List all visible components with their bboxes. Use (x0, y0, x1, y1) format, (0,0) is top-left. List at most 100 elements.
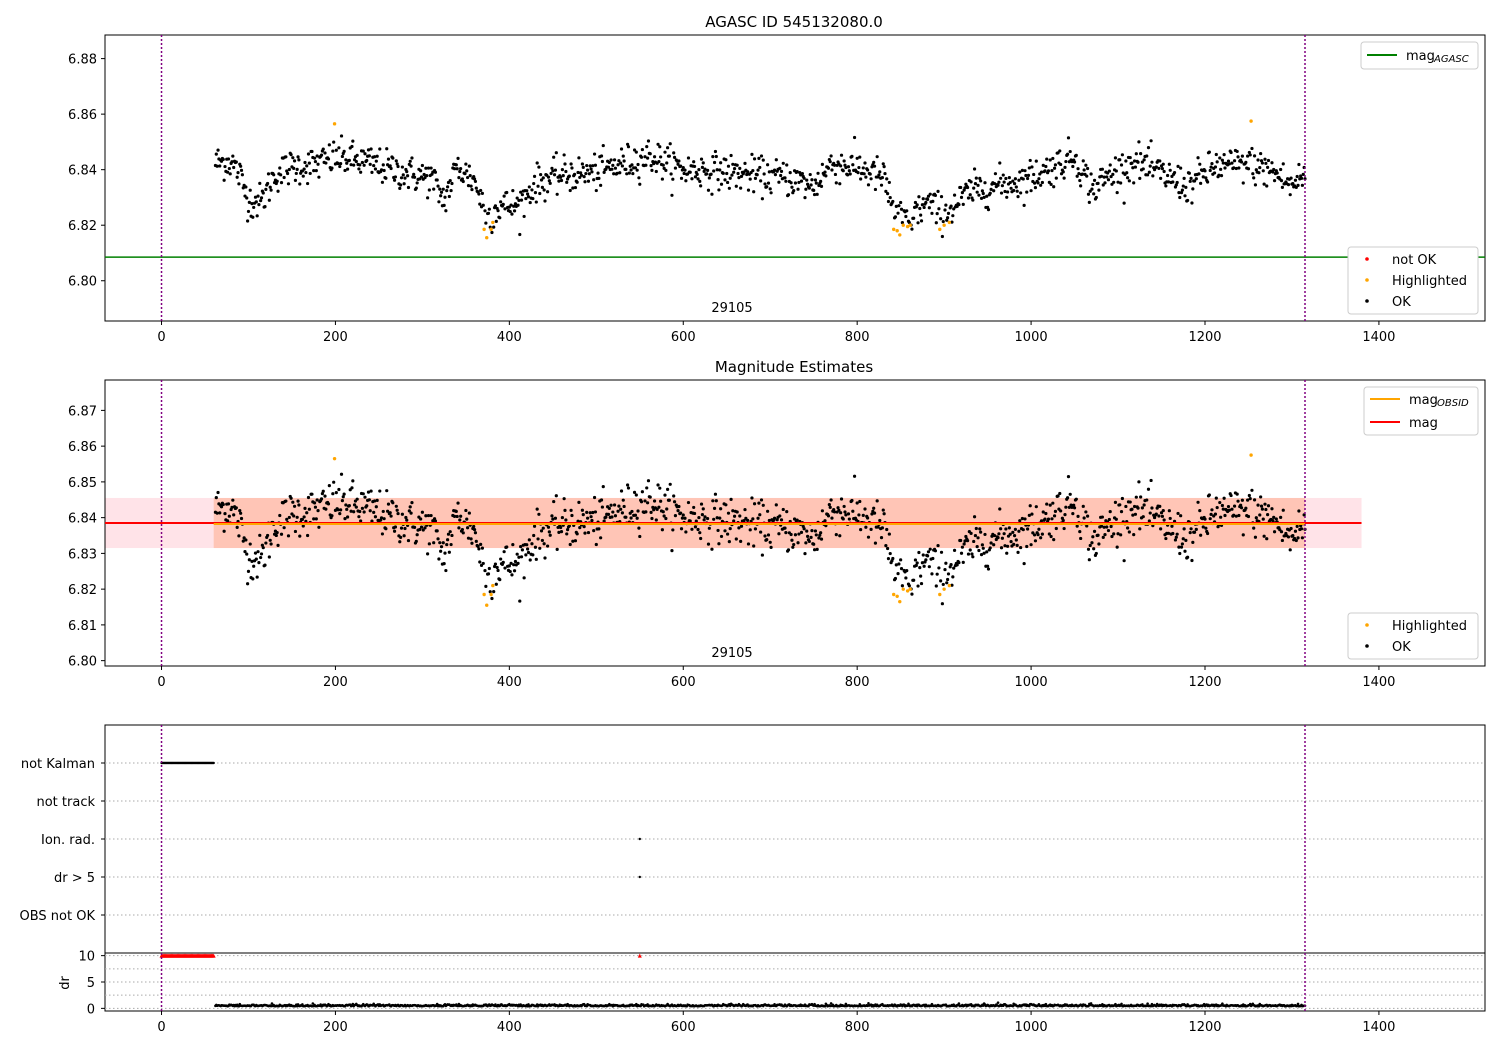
agasc-ok-point (586, 168, 590, 172)
estimates-ok-point (1178, 551, 1182, 556)
agasc-ok-point (1028, 158, 1032, 163)
agasc-ok-point (378, 147, 382, 151)
agasc-ok-point (1291, 182, 1295, 186)
agasc-ok-point (513, 202, 518, 206)
estimates-ok-point (714, 499, 718, 503)
agasc-ok-point (1134, 152, 1138, 156)
agasc-ok-point (248, 188, 252, 192)
estimates-ok-point (712, 517, 716, 521)
estimates-ok-point (975, 545, 979, 549)
agasc-ok-point (346, 167, 350, 171)
estimates-ok-point (1261, 517, 1265, 521)
estimates-ok-point (1296, 536, 1300, 540)
agasc-ok-point (619, 147, 624, 151)
legend-ok: OK (1392, 295, 1411, 310)
agasc-ok-point (809, 183, 813, 187)
estimates-ok-point (839, 497, 844, 501)
agasc-ok-point (935, 211, 939, 216)
agasc-ok-point (1146, 173, 1150, 177)
agasc-ok-point (1288, 193, 1292, 197)
estimates-ok-point (1175, 532, 1179, 536)
agasc-ok-point (773, 173, 778, 177)
agasc-ok-point (1258, 165, 1262, 170)
dr-xtick-label: 800 (845, 1020, 870, 1035)
estimates-ok-point (665, 507, 669, 511)
estimates-ok-point (789, 532, 793, 537)
agasc-ok-point (230, 160, 234, 164)
estimates-ok-point (1071, 511, 1075, 516)
agasc-ok-point (512, 209, 517, 213)
agasc-ok-point (1301, 172, 1305, 176)
estimates-ok-point (589, 515, 593, 519)
agasc-ok-point (479, 188, 483, 193)
agasc-ok-point (384, 176, 388, 180)
estimates-legend-ok: OK (1392, 640, 1411, 655)
estimates-ok-point (291, 500, 295, 504)
estimates-ok-point (1128, 500, 1132, 504)
agasc-ok-point (872, 164, 877, 168)
agasc-ok-point (643, 155, 647, 159)
agasc-ok-point (467, 164, 471, 168)
agasc-ok-point (532, 181, 536, 186)
agasc-ok-point (600, 159, 604, 164)
agasc-ok-point (1146, 146, 1151, 150)
estimates-ok-point (512, 569, 517, 573)
agasc-ok-point (363, 152, 367, 156)
estimates-ok-point (864, 525, 868, 529)
estimates-ok-point (1066, 496, 1070, 500)
estimates-ok-point (557, 530, 561, 534)
agasc-ok-point (1133, 165, 1138, 169)
estimates-ok-point (243, 550, 247, 554)
estimates-ok-point (934, 584, 938, 588)
agasc-ok-point (1132, 181, 1136, 185)
agasc-ok-point (279, 173, 283, 177)
estimates-ok-point (1110, 534, 1114, 539)
estimates-ok-point (1058, 491, 1062, 496)
agasc-ok-point (588, 164, 592, 168)
estimates-ok-point (1247, 493, 1251, 498)
agasc-ok-point (1061, 170, 1065, 174)
agasc-ok-point (644, 163, 648, 167)
agasc-ok-point (419, 175, 424, 179)
estimates-ok-point (1288, 548, 1292, 552)
agasc-ok-point (594, 188, 598, 193)
agasc-ok-point (941, 219, 945, 224)
estimates-ok-point (1246, 514, 1251, 519)
agasc-ok-point (793, 181, 798, 185)
estimates-ok-point (813, 529, 818, 533)
estimates-ok-point (660, 528, 664, 532)
agasc-highlighted-point (947, 220, 952, 225)
estimates-ok-point (258, 533, 262, 537)
agasc-ok-point (227, 166, 231, 171)
agasc-ok-point (1261, 169, 1265, 173)
estimates-ok-point (962, 542, 966, 546)
estimates-ok-point (950, 583, 954, 587)
agasc-ok-point (1196, 156, 1200, 160)
estimates-ok-point (784, 531, 788, 535)
agasc-ok-point (247, 200, 251, 204)
estimates-ok-point (1072, 503, 1076, 507)
estimates-ok-point (1150, 506, 1154, 510)
agasc-ok-point (1011, 179, 1015, 183)
agasc-ok-point (1052, 166, 1057, 170)
agasc-ok-point (1219, 167, 1223, 171)
agasc-ok-point (920, 203, 924, 207)
estimates-ok-point (978, 527, 982, 531)
estimates-ok-point (351, 479, 355, 483)
agasc-ok-point (1032, 181, 1037, 185)
estimates-ok-point (1012, 542, 1016, 547)
estimates-ok-point (546, 544, 550, 548)
agasc-ytick-label: 6.86 (68, 108, 97, 123)
dr-clipped-marker (637, 953, 642, 958)
agasc-ok-point (235, 175, 239, 179)
dr-xtick-label: 1400 (1362, 1020, 1395, 1035)
agasc-ok-point (541, 176, 545, 180)
estimates-ok-point (246, 569, 251, 574)
estimates-ok-point (839, 511, 843, 515)
agasc-ok-point (1236, 155, 1240, 159)
estimates-ok-point (438, 541, 442, 545)
agasc-ok-point (679, 176, 684, 180)
agasc-ok-point (881, 162, 885, 166)
estimates-ok-point (893, 576, 898, 581)
agasc-ok-point (756, 168, 760, 172)
